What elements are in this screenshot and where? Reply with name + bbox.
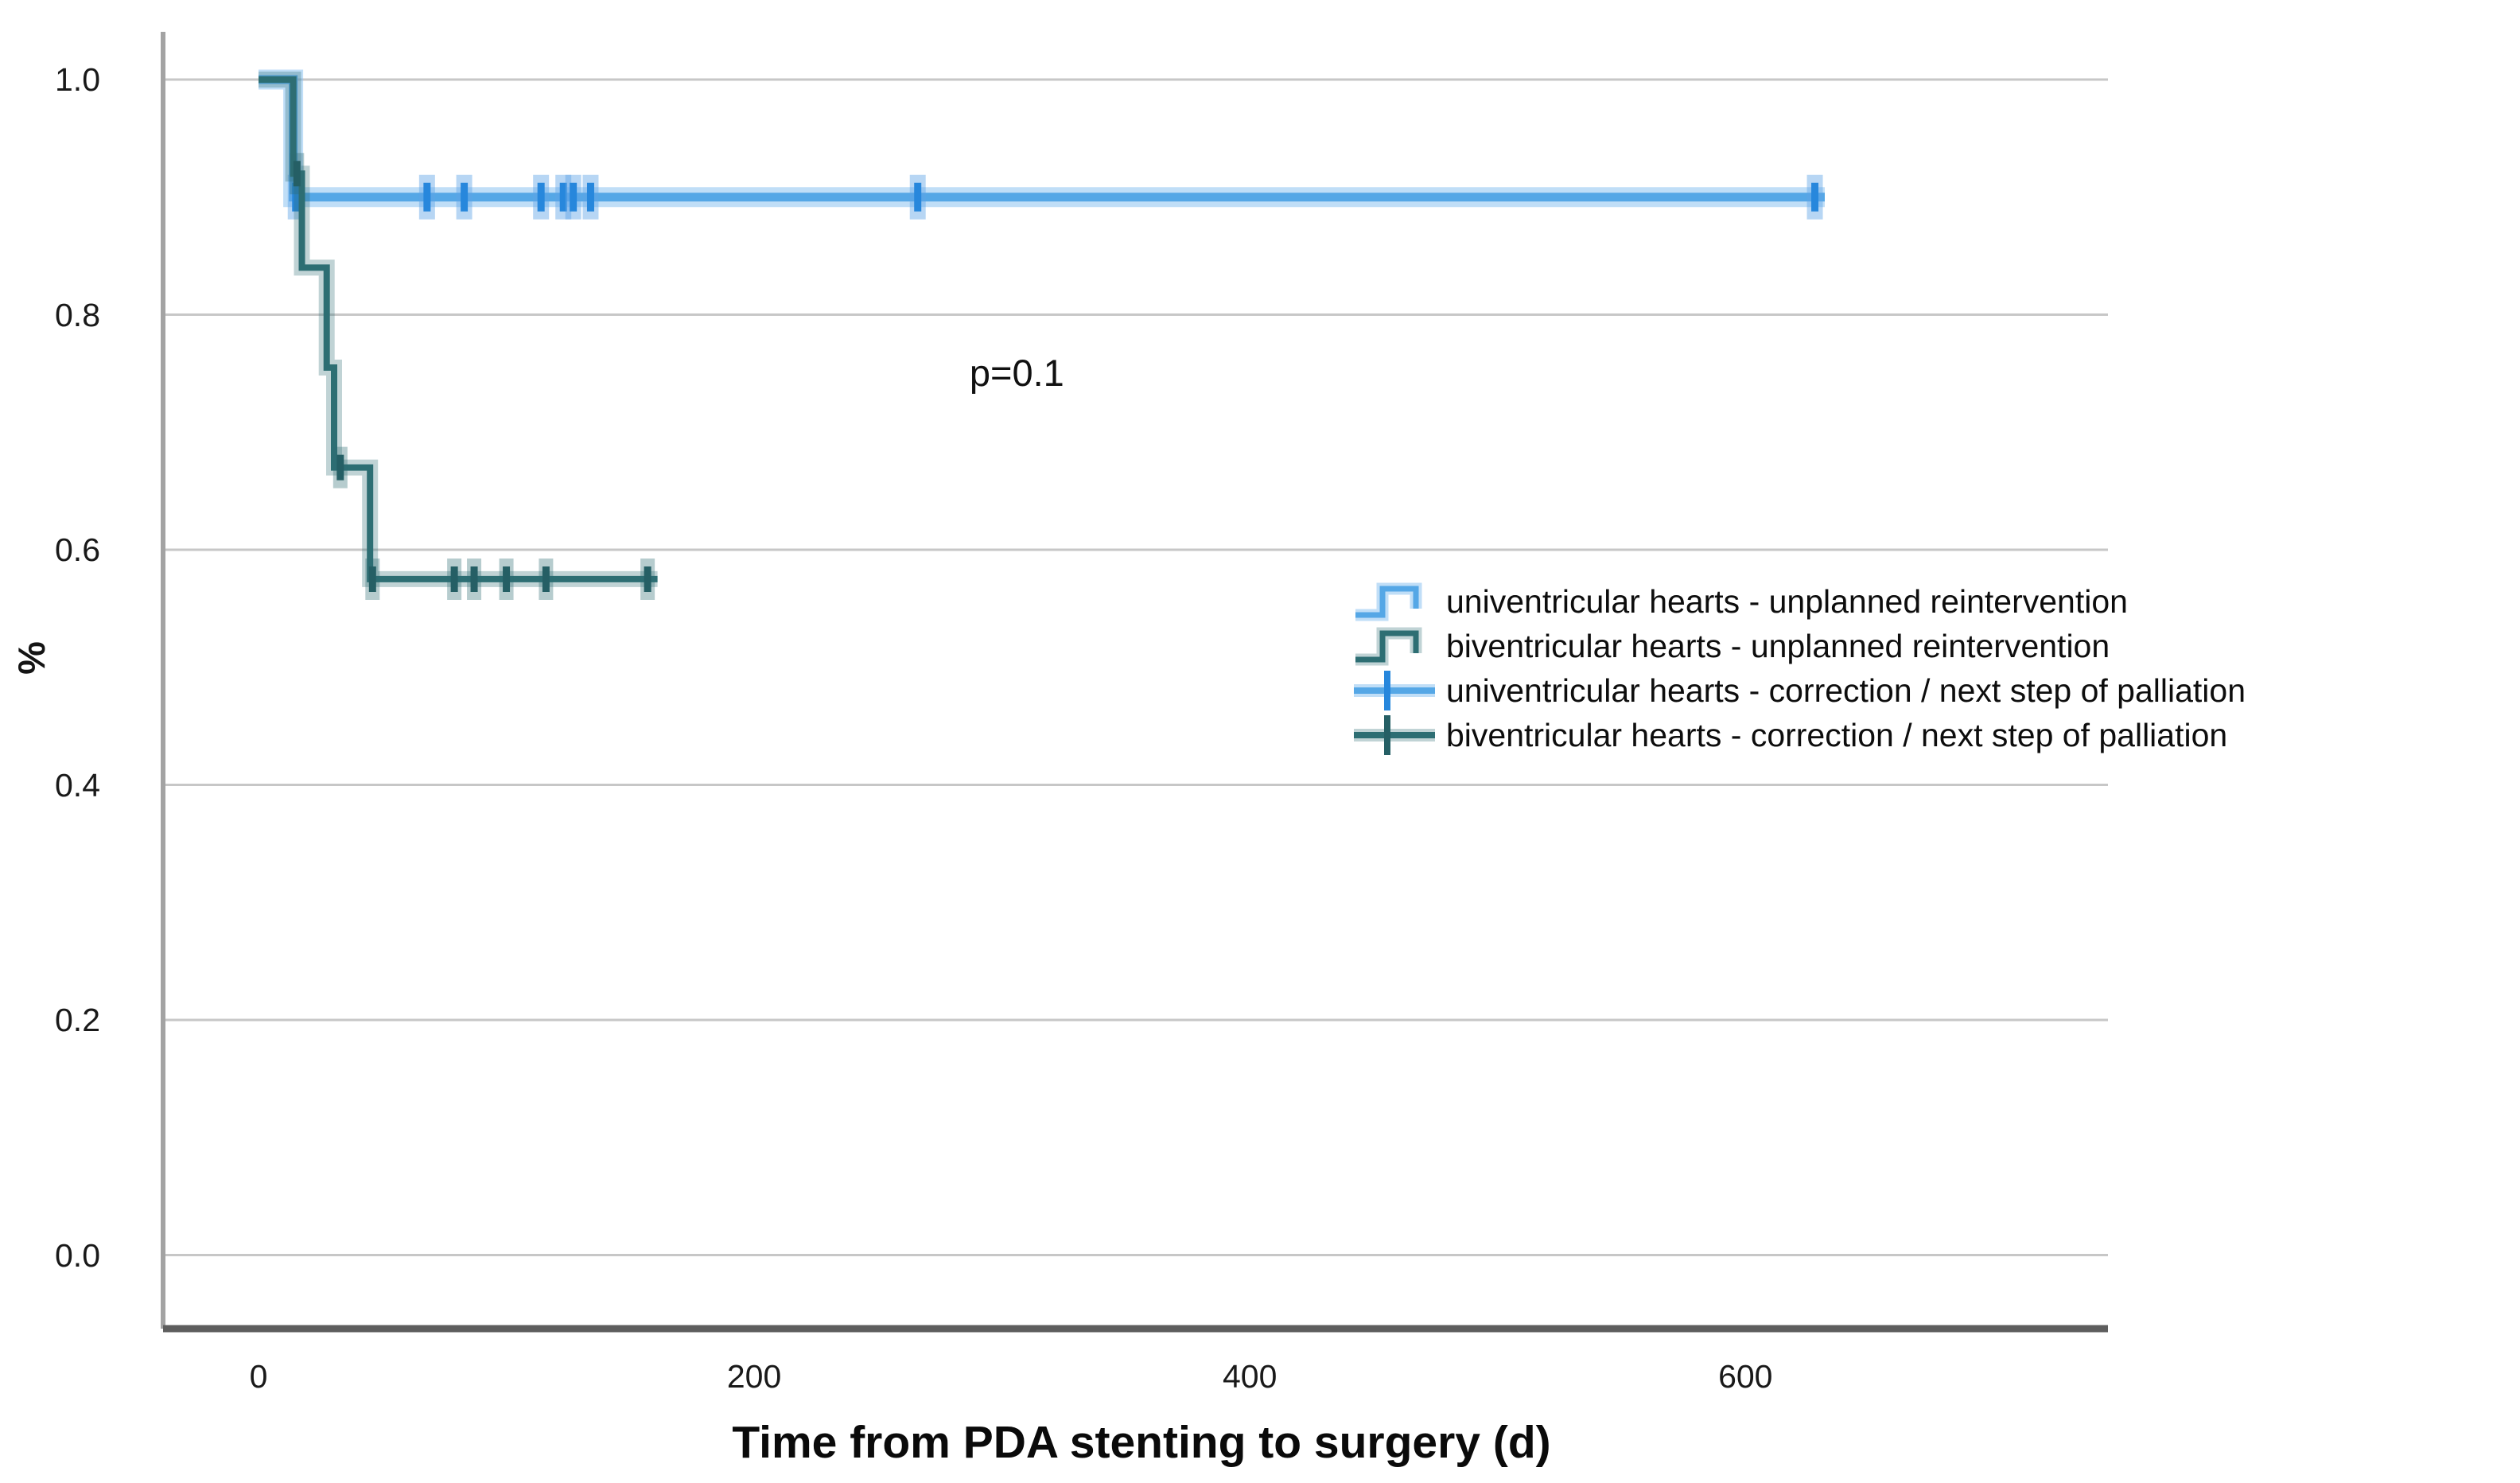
y-tick-label: 0.4 (55, 766, 100, 804)
step-line-icon (1355, 582, 1422, 621)
series-biventricular-line (259, 72, 658, 587)
series-biventricular-censor-marks (290, 153, 655, 600)
legend-item: univentricular hearts - correction / nex… (1352, 668, 2520, 713)
survival-step-line (259, 76, 658, 582)
x-tick-label: 0 (249, 1358, 268, 1395)
censor-plus-icon (1354, 671, 1435, 710)
legend-item: biventricular hearts - correction / next… (1352, 713, 2520, 757)
series-univentricular-line (259, 69, 1825, 208)
p-value-annotation: p=0.1 (969, 352, 1064, 395)
survival-step-halo (259, 72, 658, 587)
x-tick-label: 600 (1718, 1358, 1773, 1395)
gridlines (163, 78, 2108, 1256)
y-tick-label: 0.0 (55, 1236, 100, 1274)
legend-item-label: biventricular hearts - unplanned reinter… (1446, 627, 2110, 664)
y-tick-label: 0.8 (55, 296, 100, 333)
y-axis-title: % (10, 641, 52, 675)
legend: univentricular hearts - unplanned reinte… (1352, 579, 2520, 757)
step-line-icon (1355, 627, 1422, 666)
legend-item-label: biventricular hearts - correction / next… (1446, 716, 2228, 753)
legend-item-label: univentricular hearts - correction / nex… (1446, 671, 2246, 709)
survival-step-line (259, 75, 1825, 202)
y-tick-label: 1.0 (55, 61, 100, 98)
y-tick-label: 0.2 (55, 1002, 100, 1038)
survival-step-halo (259, 69, 1825, 208)
x-axis-title: Time from PDA stenting to surgery (d) (732, 1417, 1551, 1468)
legend-item: biventricular hearts - unplanned reinter… (1352, 624, 2520, 668)
y-tick-label: 0.6 (55, 531, 100, 568)
x-tick-label: 400 (1222, 1358, 1278, 1395)
censor-plus-icon (1354, 715, 1435, 755)
legend-item-label: univentricular hearts - unplanned reinte… (1446, 582, 2128, 620)
x-tick-label: 200 (726, 1358, 782, 1395)
legend-item: univentricular hearts - unplanned reinte… (1352, 579, 2520, 624)
